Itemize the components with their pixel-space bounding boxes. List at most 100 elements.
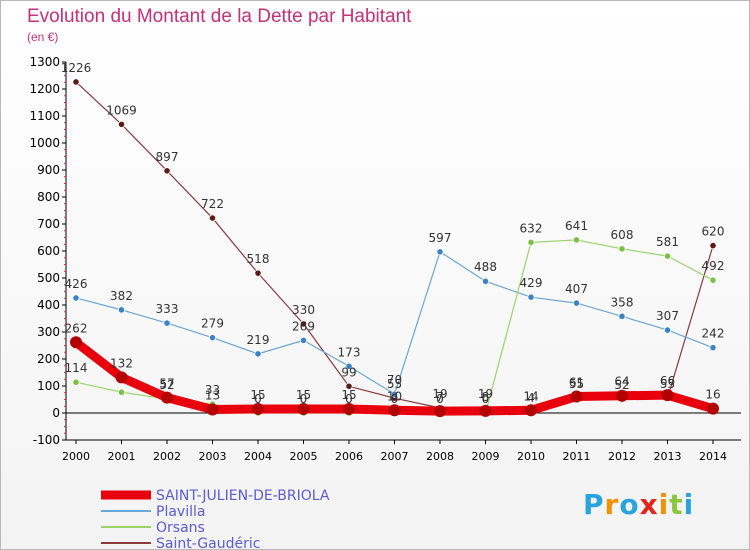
x-tick-label: 2013 [654,450,682,463]
y-tick-label: 1300 [29,55,60,69]
data-point [163,167,171,175]
data-label: 55 [569,377,584,391]
data-point [72,378,80,386]
data-label: 7 [436,390,444,404]
x-tick-label: 2010 [517,450,545,463]
data-point [572,299,581,307]
data-point [161,391,173,404]
y-tick-label: 1000 [29,136,60,150]
data-point [572,236,581,244]
x-tick-label: 2014 [699,450,727,463]
x-tick-label: 2006 [335,450,363,463]
x-tick-label: 2009 [472,450,500,463]
data-label: 173 [338,345,361,359]
data-point [479,404,492,417]
data-point [709,344,717,352]
data-point [345,382,353,390]
y-tick-label: 600 [37,244,60,258]
data-label: 242 [702,327,725,341]
x-tick-label: 2011 [563,450,591,463]
legend-label: Saint-Gaudéric [156,536,260,549]
y-tick-label: 100 [37,379,60,393]
data-point [618,245,626,253]
data-label: 581 [656,235,679,249]
data-label: 518 [247,252,270,266]
data-label: 14 [523,389,538,403]
data-label: 55 [660,377,675,391]
data-point [663,326,672,334]
data-label: 632 [520,221,543,235]
x-tick-label: 2012 [608,450,636,463]
y-tick-label: 300 [37,325,60,339]
legend-label: Plavilla [156,504,205,520]
data-point [70,336,82,349]
data-label: 269 [292,319,315,333]
y-tick-label: 1200 [29,82,60,96]
data-point [527,293,535,301]
data-point [252,402,264,415]
x-tick-label: 2008 [426,450,454,463]
data-point [525,404,537,417]
data-label: 382 [110,289,133,303]
data-label: 0 [436,392,444,406]
data-point [297,402,310,415]
data-label: 19 [432,387,447,401]
data-label: 52 [159,378,174,392]
data-point [345,362,353,370]
data-label: 262 [65,321,88,335]
data-label: 279 [201,317,224,331]
data-point [663,252,672,260]
data-label: 897 [156,150,179,164]
data-point [72,78,80,86]
data-label: 99 [341,365,356,379]
data-point [206,403,219,416]
logo-letter: r [604,488,620,521]
data-label: 0 [254,392,262,406]
data-label: 0 [300,392,308,406]
data-point [208,214,217,222]
legend-label: Orsans [156,520,205,536]
x-tick-label: 2003 [199,450,227,463]
data-label: 641 [565,219,588,233]
data-label: 0 [391,392,399,406]
data-label: 70 [387,373,402,387]
data-label: 0 [482,392,490,406]
data-point [434,405,446,418]
data-label: 330 [292,303,315,317]
data-point [709,276,717,284]
data-label: 66 [660,374,675,388]
y-tick-label: 900 [37,163,60,177]
data-label: 132 [110,356,133,370]
data-label: 722 [201,197,224,211]
legend-label: SAINT-JULIEN-DE-BRIOLA [156,488,330,504]
data-label: 57 [159,377,174,391]
data-label: 13 [205,388,220,402]
data-label: 52 [614,378,629,392]
data-label: 620 [702,225,725,239]
proxiti-logo: Proxiti [583,488,694,521]
data-point [117,120,126,128]
data-point [661,389,674,402]
data-point [388,404,401,417]
data-point [616,389,628,402]
data-label: 55 [387,377,402,391]
y-tick-label: 0 [52,406,60,420]
logo-letter: t [669,488,684,521]
chart-subtitle: (en €) [27,30,59,44]
data-label: 8 [482,390,490,404]
data-label: 64 [614,375,629,389]
data-label: 16 [705,388,720,402]
data-label: 358 [611,295,634,309]
data-point [208,334,217,342]
x-tick-label: 2002 [153,450,181,463]
y-tick-label: 700 [37,217,60,231]
x-tick-label: 2001 [108,450,136,463]
data-label: 488 [474,260,497,274]
data-point [481,277,490,285]
data-label: 429 [520,276,543,290]
data-point [436,248,444,256]
x-tick-label: 2007 [381,450,409,463]
data-label: 492 [702,259,725,273]
